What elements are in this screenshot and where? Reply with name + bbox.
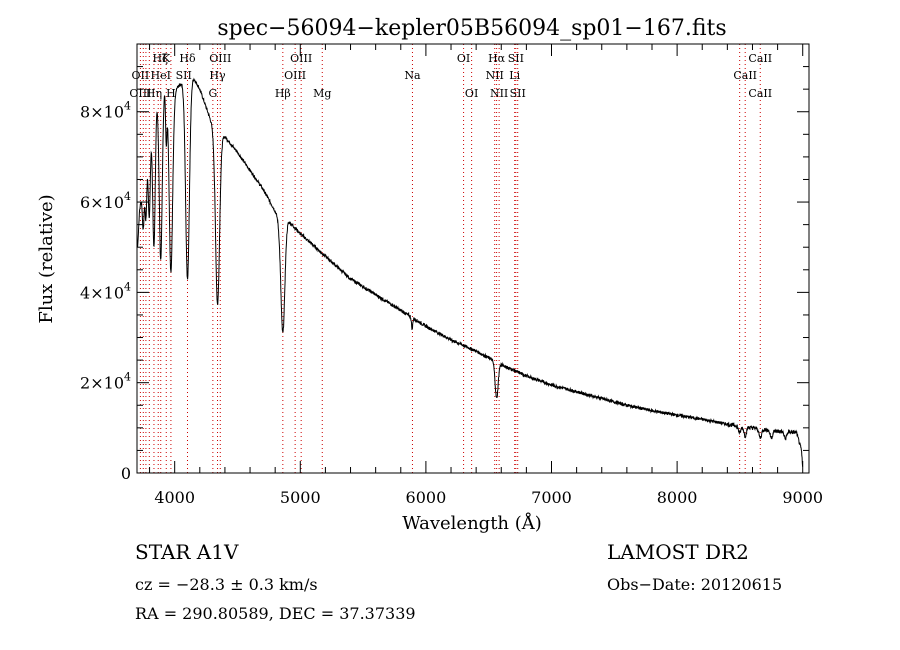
line-label: Hα <box>488 52 506 65</box>
line-label: OII <box>132 69 150 82</box>
obs-date-label: Obs−Date: 20120615 <box>607 575 783 594</box>
y-tick-label: 4×104 <box>80 280 131 302</box>
line-label: OIII <box>284 69 306 82</box>
x-tick-label: 8000 <box>657 488 698 507</box>
x-axis-label: Wavelength (Å) <box>402 512 542 534</box>
axes: 4000 5000 6000 7000 8000 9000 0 2×104 4×104 6×104… <box>80 44 823 507</box>
line-label: OIII <box>290 52 312 65</box>
coordinates-label: RA = 290.80589, DEC = 37.37339 <box>135 604 416 623</box>
line-label: K <box>162 52 171 65</box>
line-label: H <box>166 87 176 100</box>
spectrum-curve <box>137 77 804 467</box>
chart-title: spec−56094−kepler05B56094_sp01−167.fits <box>217 16 726 41</box>
x-tick-label: 7000 <box>531 488 572 507</box>
x-tick-label: 5000 <box>280 488 321 507</box>
line-label: SII <box>510 87 526 100</box>
line-label: SII <box>176 69 192 82</box>
survey-label: LAMOST DR2 <box>607 540 749 564</box>
line-label: HeI <box>151 69 171 82</box>
x-tick-label: 9000 <box>782 488 823 507</box>
line-label: Hβ <box>275 87 291 100</box>
line-label: G <box>208 87 217 100</box>
line-label: Hγ <box>209 69 226 82</box>
y-axis-label: Flux (relative) <box>36 194 57 323</box>
line-label: Na <box>404 69 421 82</box>
spectral-line-markers <box>139 44 761 473</box>
line-label: SII <box>508 52 524 65</box>
redshift-label: cz = −28.3 ± 0.3 km/s <box>135 575 318 594</box>
star-type-label: STAR A1V <box>135 540 239 564</box>
line-label: CaII <box>748 87 772 100</box>
line-label: OI <box>457 52 470 65</box>
y-tick-label: 0 <box>121 464 131 483</box>
line-label: OIII <box>129 87 151 100</box>
plot-frame <box>136 43 810 474</box>
y-tick-label: 6×104 <box>80 190 131 212</box>
x-tick-label: 6000 <box>406 488 447 507</box>
y-tick-label: 2×104 <box>80 371 131 393</box>
line-label: NII <box>490 87 508 100</box>
line-label: Li <box>509 69 520 82</box>
line-label: Hδ <box>179 52 196 65</box>
x-tick-label: 4000 <box>154 488 195 507</box>
line-label: OIII <box>209 52 231 65</box>
line-label: OI <box>465 87 478 100</box>
line-label: NII <box>486 69 504 82</box>
line-label: Hζ <box>152 52 168 65</box>
y-tick-label: 8×104 <box>80 100 131 122</box>
line-label: Mg <box>313 87 331 100</box>
line-label: CaII <box>733 69 757 82</box>
line-label: Hη <box>146 87 162 100</box>
line-label: CaII <box>748 52 772 65</box>
